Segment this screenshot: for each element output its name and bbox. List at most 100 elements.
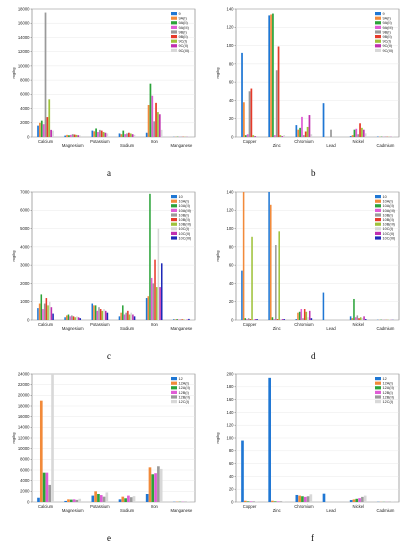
y-tick-label: 0 <box>27 317 30 322</box>
bar-potassium-2 <box>94 491 97 502</box>
bar-chromium-8 <box>307 317 309 320</box>
legend-swatch <box>171 395 177 399</box>
y-tick-label: 60 <box>229 263 234 268</box>
bar-iron-4 <box>151 95 154 137</box>
legend-swatch <box>375 400 381 404</box>
legend-swatch <box>375 199 381 203</box>
bar-magnesium-3 <box>69 499 73 502</box>
bar-copper-9 <box>254 319 257 320</box>
legend-swatch <box>375 204 381 208</box>
bar-calcium-2 <box>39 400 43 502</box>
x-category-label: Copper <box>243 322 257 327</box>
legend-label: 10A(II) <box>383 204 395 208</box>
bar-potassium-4 <box>97 132 99 137</box>
legend-swatch <box>375 35 381 39</box>
bar-zinc-5 <box>279 501 283 502</box>
bar-iron-2 <box>147 105 150 137</box>
chart-panel-f: 0 20 40 60 80 100 120 140 160 180 200 mg/kg Copper Zi… <box>214 370 404 543</box>
bar-magnesium-7 <box>75 134 78 137</box>
bar-manganese-10 <box>188 318 190 320</box>
y-tick-label: 120 <box>227 208 235 213</box>
bar-magnesium-5 <box>75 499 79 502</box>
bar-iron-1 <box>145 298 148 320</box>
y-axis-label: mg/kg <box>215 68 220 79</box>
bar-chromium-3 <box>301 496 304 502</box>
chart-svg-e: 0 2000 4000 6000 8000 10000 12000 14000 16000 180… <box>11 371 196 513</box>
legend-label: 10B(I) <box>383 213 394 217</box>
legend-swatch <box>171 204 177 208</box>
legend-label: 10C(III) <box>179 236 192 240</box>
y-axis-label: mg/kg <box>11 68 16 79</box>
bar-calcium-6 <box>51 374 54 502</box>
x-category-label: Lead <box>326 143 336 148</box>
x-category-label: Cadmium <box>376 326 394 331</box>
bar-iron-1 <box>145 132 148 137</box>
y-axis-label: mg/kg <box>11 433 16 444</box>
y-tick-label: 1000 <box>20 299 30 304</box>
bar-potassium-2 <box>93 305 95 320</box>
x-category-label: Copper <box>243 504 257 509</box>
legend-swatch <box>375 208 381 212</box>
chart-svg-a: 0 2000 4000 6000 8000 10000 12000 14000 16000 180… <box>11 6 196 148</box>
bar-iron-10 <box>160 263 163 320</box>
bar-magnesium-8 <box>77 135 80 137</box>
bar-sodium-8 <box>131 134 134 137</box>
legend-label: 12 <box>179 377 183 381</box>
bar-nickel-1 <box>349 316 352 320</box>
bar-sodium-8 <box>130 312 132 320</box>
bar-manganese-2 <box>174 319 177 320</box>
bar-calcium-8 <box>50 129 52 137</box>
y-tick-label: 4000 <box>20 478 30 483</box>
chart-svg-b: 0 20 40 60 80 100 120 140 mg/kg Copper Zinc Chromiu… <box>215 6 400 148</box>
chart-panel-a: 0 2000 4000 6000 8000 10000 12000 14000 16000 180… <box>10 5 200 178</box>
bar-magnesium-10 <box>79 318 82 320</box>
bar-nickel-3 <box>353 298 355 320</box>
x-category-label: Magnesium <box>62 508 84 513</box>
y-tick-label: 16000 <box>18 414 30 419</box>
y-tick-label: 14000 <box>18 425 30 430</box>
y-tick-label: 8000 <box>20 457 30 462</box>
legend-swatch <box>375 48 381 52</box>
legend-label: 12A(II) <box>179 386 191 390</box>
bar-magnesium-3 <box>67 314 70 320</box>
chart-panel-c: 0 1000 2000 3000 4000 5000 6000 7000 mg/kg Calciu… <box>10 188 200 361</box>
x-category-label: Magnesium <box>62 326 84 331</box>
bar-zinc-3 <box>271 317 274 320</box>
y-tick-label: 0 <box>231 499 234 504</box>
bar-sodium-5 <box>129 497 133 502</box>
bar-zinc-2 <box>270 14 272 137</box>
bar-potassium-9 <box>104 310 107 320</box>
bar-potassium-5 <box>98 307 100 320</box>
bar-calcium-7 <box>47 305 49 320</box>
bar-chromium-10 <box>310 318 313 320</box>
bar-potassium-6 <box>100 130 103 137</box>
bar-calcium-5 <box>48 484 52 502</box>
x-category-label: Nickel <box>353 504 364 509</box>
bar-magnesium-6 <box>73 134 76 137</box>
legend-label: 10B(II) <box>179 218 191 222</box>
x-category-label: Potassium <box>90 139 110 144</box>
bar-iron-4 <box>154 473 157 502</box>
bar-potassium-3 <box>95 128 97 137</box>
legend-swatch <box>375 25 381 29</box>
bar-iron-9 <box>159 287 161 320</box>
bar-sodium-3 <box>122 305 124 320</box>
legend-swatch <box>171 39 177 43</box>
bar-sodium-10 <box>133 316 136 320</box>
bar-magnesium-8 <box>76 316 78 320</box>
bar-manganese-4 <box>178 319 180 320</box>
y-tick-label: 4000 <box>20 106 30 111</box>
bar-nickel-5 <box>361 496 364 502</box>
bar-sodium-6 <box>132 496 136 502</box>
y-tick-label: 100 <box>227 226 235 231</box>
bar-iron-8 <box>158 114 161 137</box>
bar-potassium-3 <box>94 305 97 320</box>
x-category-label: Iron <box>151 139 159 144</box>
bar-chromium-6 <box>309 494 313 502</box>
y-tick-label: 20 <box>229 116 234 121</box>
legend-swatch <box>171 30 177 34</box>
legend-label: 9B(II) <box>383 35 393 39</box>
bar-nickel-7 <box>361 127 363 137</box>
bar-lead-1 <box>322 292 325 320</box>
bar-zinc-4 <box>273 135 276 137</box>
